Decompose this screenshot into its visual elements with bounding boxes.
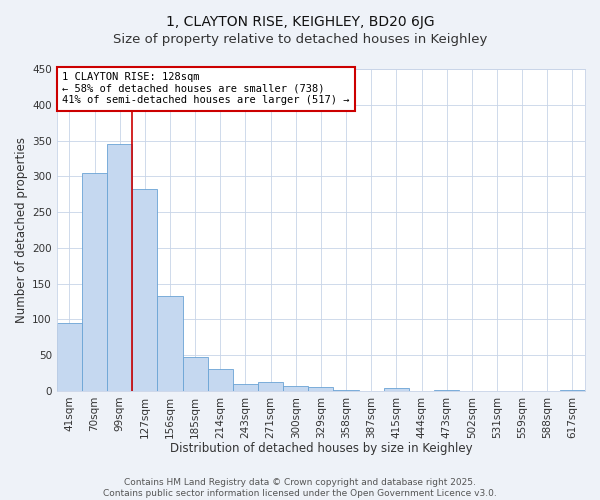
Text: 1, CLAYTON RISE, KEIGHLEY, BD20 6JG: 1, CLAYTON RISE, KEIGHLEY, BD20 6JG — [166, 15, 434, 29]
Bar — [57, 323, 82, 391]
X-axis label: Distribution of detached houses by size in Keighley: Distribution of detached houses by size … — [170, 442, 472, 455]
Bar — [560, 390, 585, 391]
Bar — [308, 386, 334, 391]
Bar — [334, 390, 359, 391]
Bar — [384, 388, 409, 391]
Text: Contains HM Land Registry data © Crown copyright and database right 2025.
Contai: Contains HM Land Registry data © Crown c… — [103, 478, 497, 498]
Bar — [233, 384, 258, 391]
Bar — [182, 357, 208, 391]
Bar — [434, 390, 459, 391]
Text: Size of property relative to detached houses in Keighley: Size of property relative to detached ho… — [113, 32, 487, 46]
Y-axis label: Number of detached properties: Number of detached properties — [15, 137, 28, 323]
Bar — [258, 382, 283, 391]
Bar — [82, 172, 107, 391]
Bar — [107, 144, 132, 391]
Bar — [132, 189, 157, 391]
Text: 1 CLAYTON RISE: 128sqm
← 58% of detached houses are smaller (738)
41% of semi-de: 1 CLAYTON RISE: 128sqm ← 58% of detached… — [62, 72, 350, 106]
Bar — [208, 370, 233, 391]
Bar — [283, 386, 308, 391]
Bar — [157, 296, 182, 391]
